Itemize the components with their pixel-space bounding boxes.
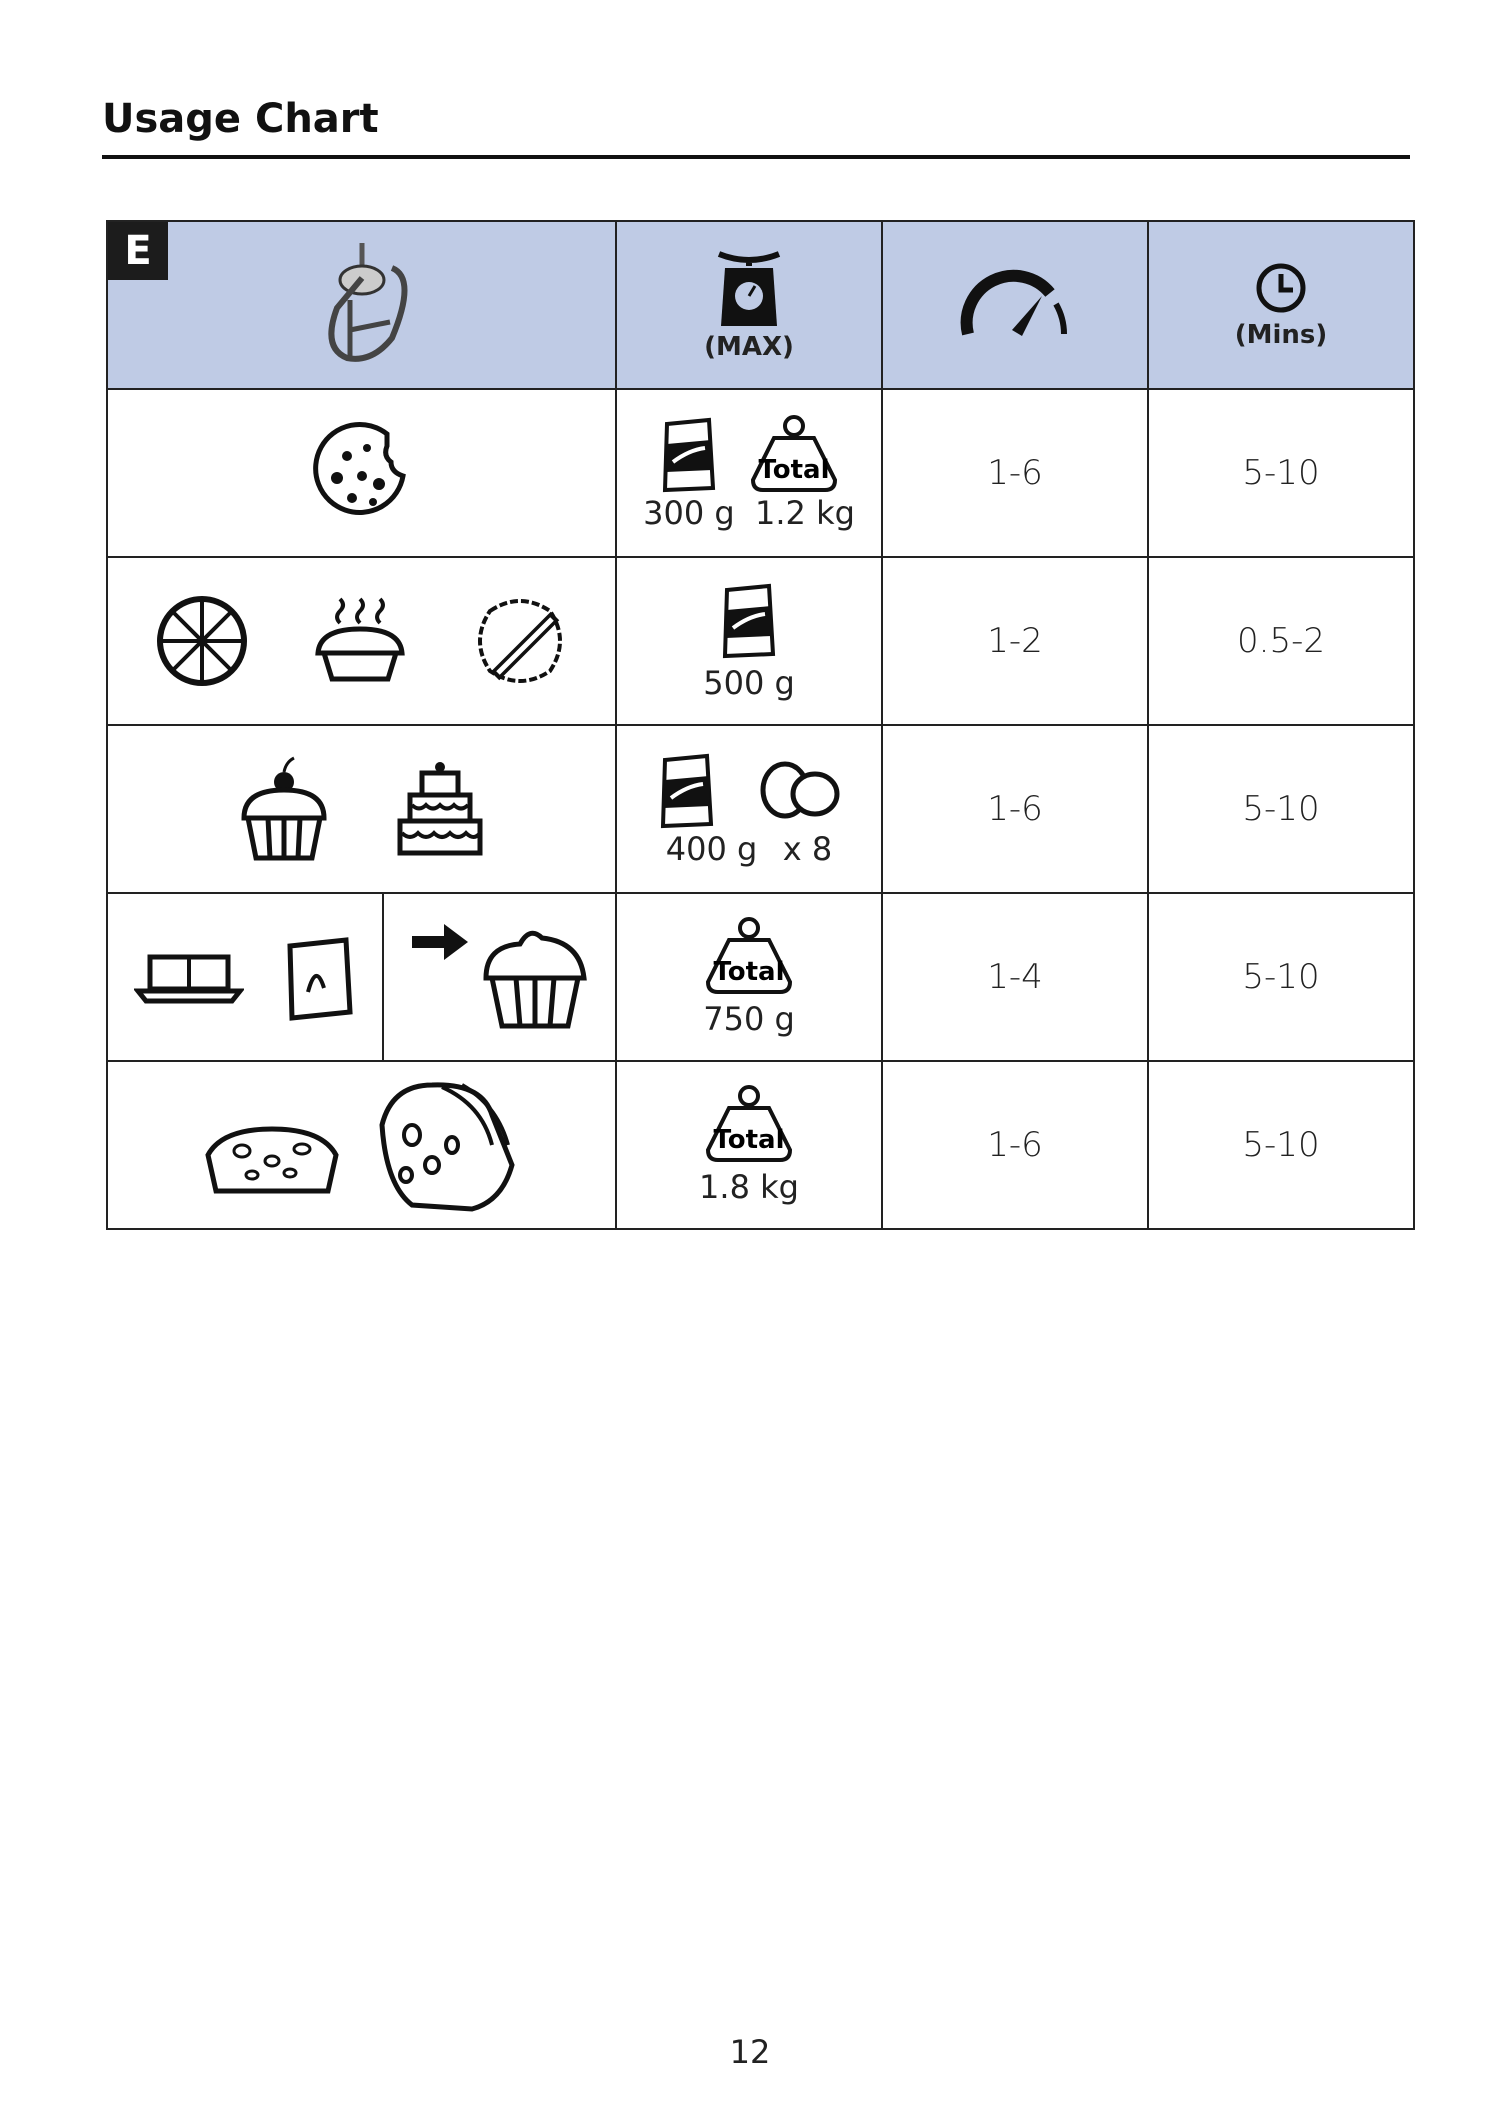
scale-icon — [717, 251, 781, 326]
quantity-cell: Total 1.8 kg — [615, 1060, 883, 1230]
total-label: Total — [758, 455, 829, 485]
food-cell — [106, 1060, 617, 1230]
table-row: Total 750 g 1-4 5-10 — [106, 892, 1415, 1062]
quantity-cell: 500 g — [615, 556, 883, 726]
speed-cell: 1-2 — [881, 556, 1149, 726]
time-cell: 0.5-2 — [1147, 556, 1415, 726]
table-row: Total 1.8 kg 1-6 5-10 — [106, 1060, 1415, 1230]
capacity-label: (MAX) — [704, 332, 794, 362]
eggs-icon — [760, 761, 840, 819]
rolling-pin-dough-icon — [477, 599, 562, 683]
speed-cell: 1-4 — [881, 892, 1149, 1062]
speed-cell: 1-6 — [881, 388, 1149, 558]
frosted-cupcake-icon — [482, 930, 587, 1029]
total-weight-icon: Total — [749, 414, 839, 494]
egg-count: x 8 — [782, 830, 833, 868]
table-row: 500 g 1-2 0.5-2 — [106, 556, 1415, 726]
time-cell: 5-10 — [1147, 1060, 1415, 1230]
quantity-cell: 400 g x 8 — [615, 724, 883, 894]
total-quantity: 1.8 kg — [699, 1168, 799, 1206]
total-weight-icon: Total — [704, 1084, 794, 1164]
table-row: Total 300 g 1.2 kg 1-6 5-10 — [106, 388, 1415, 558]
fruit-cake-slice-icon — [204, 1126, 339, 1194]
total-label: Total — [713, 1125, 784, 1155]
page-number: 12 — [729, 2033, 771, 2071]
capacity-header: (MAX) — [615, 220, 883, 390]
fruit-loaf-icon — [378, 1082, 515, 1212]
layer-cake-icon — [397, 762, 482, 856]
quantity-cell: Total 300 g 1.2 kg — [615, 388, 883, 558]
food-cell — [106, 724, 617, 894]
butter-icon — [134, 954, 244, 1004]
time-cell: 5-10 — [1147, 892, 1415, 1062]
cookie-icon — [312, 422, 406, 515]
time-cell: 5-10 — [1147, 724, 1415, 894]
total-quantity: 750 g — [703, 1000, 795, 1038]
speed-header — [881, 220, 1149, 390]
attachment-header: E — [106, 220, 617, 390]
flour-quantity: 500 g — [703, 664, 795, 702]
time-header: (Mins) — [1147, 220, 1415, 390]
flour-quantity: 300 g — [643, 494, 735, 532]
section-badge: E — [108, 222, 168, 280]
pie-icon — [314, 597, 405, 682]
total-weight-icon: Total — [704, 916, 794, 996]
page-title: Usage Chart — [102, 96, 379, 142]
pizza-icon — [156, 596, 247, 686]
flour-bag-icon — [719, 580, 779, 660]
flour-bag-icon — [659, 414, 719, 494]
speed-cell: 1-6 — [881, 724, 1149, 894]
sugar-bag-icon — [287, 937, 353, 1021]
cupcake-icon — [240, 756, 327, 861]
flour-bag-icon — [657, 750, 717, 830]
result-cell — [382, 892, 617, 1062]
food-cell — [106, 556, 617, 726]
clock-icon — [1256, 263, 1306, 313]
total-label: Total — [713, 957, 784, 987]
speedometer-icon — [960, 269, 1067, 336]
arrow-right-icon — [411, 924, 468, 960]
flat-beater-icon — [327, 243, 407, 362]
usage-chart-table: E (MAX) (Mins) Total 300 g 1.2 — [106, 220, 1415, 1230]
total-quantity: 1.2 kg — [755, 494, 855, 532]
title-divider — [102, 155, 1410, 159]
flour-quantity: 400 g — [665, 830, 758, 868]
speed-cell: 1-6 — [881, 1060, 1149, 1230]
quantity-cell: Total 750 g — [615, 892, 883, 1062]
time-label: (Mins) — [1234, 320, 1328, 350]
time-cell: 5-10 — [1147, 388, 1415, 558]
ingredients-cell — [106, 892, 384, 1062]
header-row: E (MAX) (Mins) — [106, 220, 1415, 390]
food-cell — [106, 388, 617, 558]
table-row: 400 g x 8 1-6 5-10 — [106, 724, 1415, 894]
